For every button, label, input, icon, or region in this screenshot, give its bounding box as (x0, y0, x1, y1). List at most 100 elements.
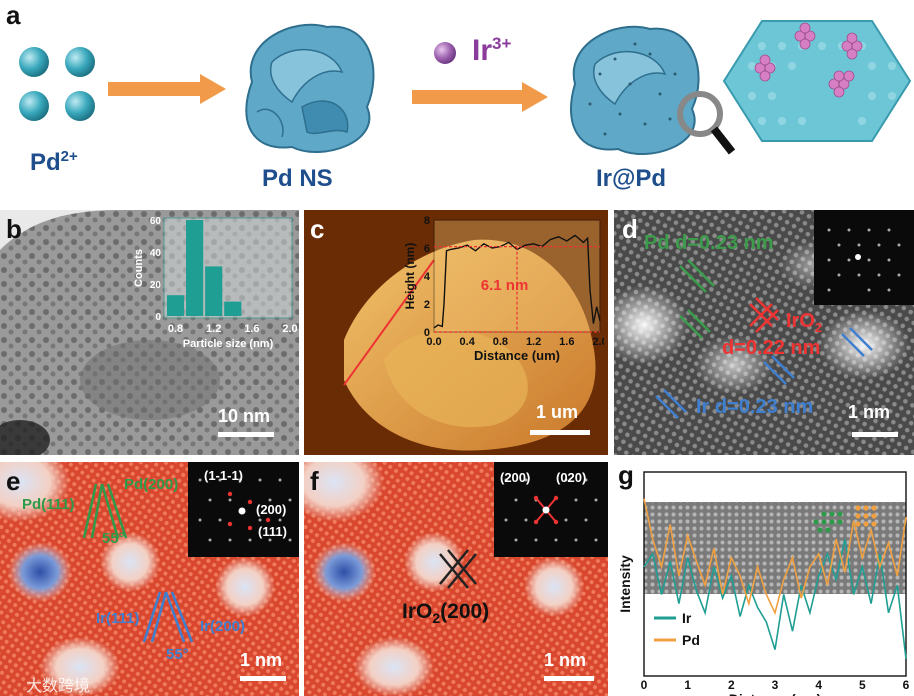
panel-letter-c: c (310, 214, 325, 244)
ir111-label: Ir(111) (96, 610, 140, 627)
x-tick-label: 1.2 (526, 336, 541, 348)
panel-c: c 6.1 nm 0.0 0.4 0.8 1.2 1.6 2.0 0 2 4 6 8 Distance … (304, 210, 608, 455)
scale-label-f: 1 nm (544, 650, 587, 670)
inset-label-e-0: (1-1-1) (204, 468, 244, 483)
stem-lattice (644, 502, 906, 594)
angle-bottom-label: 55° (166, 646, 189, 663)
inset-label-f-0: (200) (500, 470, 531, 485)
ir-spacing-label: Ir d=0.23 nm (696, 396, 814, 418)
pd-atom-marker (855, 513, 861, 519)
x-tick-label: 6 (903, 678, 910, 692)
scale-label-b: 10 nm (218, 406, 271, 426)
pd-atom-marker (871, 521, 877, 527)
ir-atom-marker (821, 519, 827, 525)
ir-atom-marker (821, 511, 827, 517)
scale-label-d: 1 nm (848, 402, 891, 422)
scale-label-c: 1 um (536, 402, 579, 422)
iro2-label: IrO2 (786, 310, 823, 335)
panel-b: b 0.8 1.2 1.6 2.0 0 20 40 60 Particle size (nm) C… (0, 210, 299, 455)
ir-atom-marker (817, 527, 823, 533)
height-profile-chart: 6.1 nm 0.0 0.4 0.8 1.2 1.6 2.0 0 2 4 6 8 Distance (u… (404, 215, 604, 363)
series-line-pd (643, 498, 907, 616)
pd-atom-marker (871, 513, 877, 519)
histogram-bar (205, 266, 223, 316)
x-axis-label: Distance (nm) (729, 691, 822, 696)
y-tick-label: 0 (155, 312, 161, 323)
pd-atom-marker (871, 505, 877, 511)
panel-letter-f: f (310, 466, 319, 496)
y-tick-label: 8 (424, 215, 430, 227)
ir-pd-nanosheet-image (570, 25, 736, 155)
x-tick-label: 5 (859, 678, 866, 692)
ir-atom-marker (829, 511, 835, 517)
ir200-label: Ir(200) (200, 618, 246, 635)
height-annotation: 6.1 nm (481, 277, 529, 294)
pd-ion-spheres (19, 47, 95, 121)
scale-label-e: 1 nm (240, 650, 283, 670)
y-tick-label: 0 (424, 327, 430, 339)
x-tick-label: 4 (815, 678, 822, 692)
y-axis-label: Counts (133, 249, 145, 287)
x-tick-label: 1.6 (244, 323, 259, 335)
iro2-spacing-label: d=0.22 nm (722, 337, 821, 359)
inset-label-e-2: (111) (258, 524, 287, 539)
panel-letter-d: d (622, 214, 638, 244)
panel-g: 0 1 2 3 4 5 6 Distance (nm) Intensity Ir Pd g (614, 462, 914, 696)
intensity-profile-chart: 0 1 2 3 4 5 6 Distance (nm) Intensity Ir Pd (617, 471, 910, 696)
histogram-bar (166, 295, 185, 316)
series-line-ir (643, 539, 907, 659)
ir-atom-marker (829, 519, 835, 525)
x-tick-label: 1 (684, 678, 691, 692)
x-tick-label: 1.2 (206, 323, 221, 335)
legend-label-ir: Ir (682, 610, 692, 626)
ir-atom-marker (837, 519, 843, 525)
x-tick-label: 2.0 (282, 323, 297, 335)
scale-bar-f (544, 676, 594, 681)
pd-atom-marker (863, 513, 869, 519)
pd-atom-marker (863, 505, 869, 511)
y-tick-label: 20 (150, 280, 162, 291)
y-tick-label: 2 (424, 299, 430, 311)
height-plot-area (433, 219, 601, 333)
x-tick-label: 0.0 (426, 336, 441, 348)
panel-letter-g: g (618, 462, 634, 490)
panel-letter-e: e (6, 466, 21, 496)
panel-a: a Pd2+ Pd NS Ir3+ (0, 0, 914, 205)
pd-atom-marker (855, 521, 861, 527)
pd200-label: Pd(200) (124, 476, 179, 493)
fft-filtered-image-f (304, 462, 608, 696)
panel-d: d Pd d=0.23 nm IrO2 d=0.22 nm Ir d=0.23 … (614, 210, 914, 455)
watermark: 大数跨境 (26, 676, 91, 695)
scale-bar-d (852, 432, 898, 437)
pd-ns-label: Pd NS (262, 165, 333, 192)
ir-atom-marker (813, 519, 819, 525)
y-tick-label: 60 (150, 216, 162, 227)
panel-e: e Pd(111) Pd(200) 55° Ir(111) Ir(200) 55… (0, 462, 299, 696)
ir-ion-label: Ir3+ (472, 34, 512, 67)
inset-label-f-1: (020) (556, 470, 587, 485)
iro2-200-label: IrO2(200) (402, 600, 490, 627)
y-tick-label: 40 (150, 248, 162, 259)
panel-letter-a: a (6, 0, 21, 30)
x-tick-label: 2.0 (592, 336, 604, 348)
y-axis-label: Height (nm) (404, 243, 417, 310)
x-tick-label: 2 (728, 678, 735, 692)
x-axis-label: Distance (um) (474, 348, 560, 363)
x-axis-label: Particle size (nm) (183, 338, 274, 350)
fft-filtered-image-e (0, 462, 299, 696)
pd-nanosheet-image (245, 23, 375, 153)
pd-atom-marker (863, 521, 869, 527)
y-tick-label: 4 (424, 271, 431, 283)
x-tick-label: 3 (772, 678, 779, 692)
particle-size-histogram: 0.8 1.2 1.6 2.0 0 20 40 60 Particle size (nm) Cou… (133, 216, 298, 350)
panel-letter-b: b (6, 214, 22, 244)
pd-ion-label: Pd2+ (30, 148, 78, 176)
ir-pd-label: Ir@Pd (596, 165, 667, 192)
ir-ion-sphere (434, 42, 456, 64)
y-tick-label: 6 (424, 243, 430, 255)
arrow-2 (412, 82, 548, 112)
x-tick-label: 1.6 (559, 336, 574, 348)
x-tick-label: 0.4 (460, 336, 476, 348)
pd111-label: Pd(111) (22, 496, 75, 513)
ir-atom-marker (825, 527, 831, 533)
